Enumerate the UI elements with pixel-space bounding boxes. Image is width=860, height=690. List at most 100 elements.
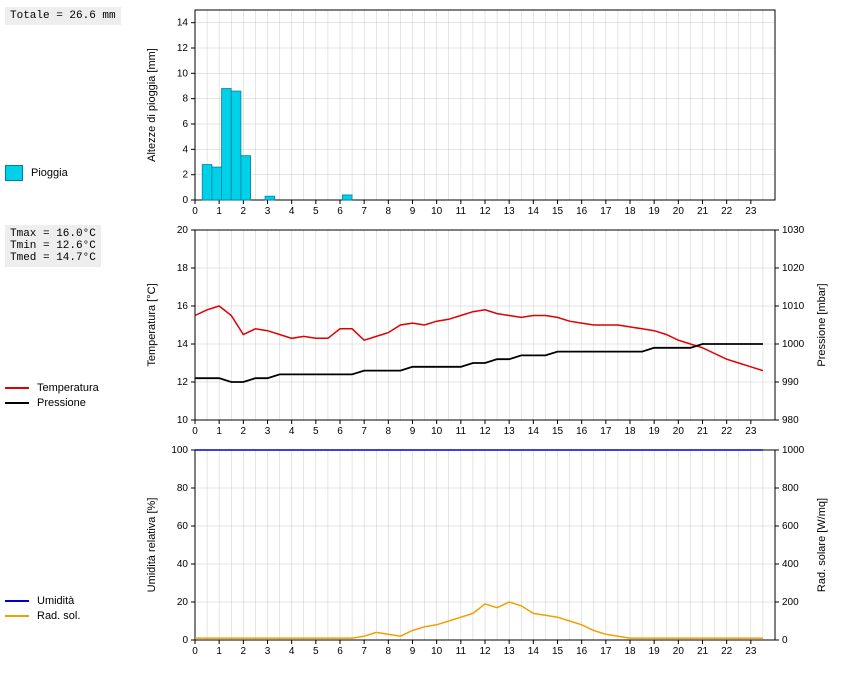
svg-text:12: 12 bbox=[177, 43, 189, 54]
svg-text:2: 2 bbox=[241, 646, 247, 657]
svg-text:6: 6 bbox=[337, 206, 343, 217]
svg-text:16: 16 bbox=[177, 301, 189, 312]
svg-text:3: 3 bbox=[265, 426, 271, 437]
svg-text:15: 15 bbox=[552, 206, 564, 217]
svg-text:1020: 1020 bbox=[782, 263, 805, 274]
svg-text:1: 1 bbox=[216, 206, 222, 217]
svg-text:4: 4 bbox=[182, 144, 188, 155]
humid-panel: Umidità Rad. sol. 0204060801000123456789… bbox=[5, 445, 860, 660]
svg-text:18: 18 bbox=[624, 426, 636, 437]
legend-umidita: Umidità bbox=[5, 595, 140, 607]
svg-text:0: 0 bbox=[182, 195, 188, 206]
rad-line-swatch bbox=[5, 615, 29, 617]
temp-stats: Tmax = 16.0°C Tmin = 12.6°C Tmed = 14.7°… bbox=[5, 225, 101, 267]
humid-legend: Umidità Rad. sol. bbox=[5, 445, 140, 625]
svg-text:7: 7 bbox=[361, 646, 367, 657]
svg-text:6: 6 bbox=[337, 426, 343, 437]
temp-line-swatch bbox=[5, 387, 29, 389]
svg-text:23: 23 bbox=[745, 426, 757, 437]
svg-text:3: 3 bbox=[265, 206, 271, 217]
rain-chart: 0246810121401234567891011121314151617181… bbox=[140, 5, 780, 220]
temp-label: Temperatura bbox=[37, 382, 99, 394]
svg-text:10: 10 bbox=[177, 415, 189, 426]
svg-text:0: 0 bbox=[192, 206, 198, 217]
svg-text:8: 8 bbox=[386, 426, 392, 437]
svg-text:60: 60 bbox=[177, 521, 189, 532]
svg-text:1000: 1000 bbox=[782, 445, 805, 456]
svg-text:980: 980 bbox=[782, 415, 799, 426]
svg-text:13: 13 bbox=[504, 206, 516, 217]
svg-text:80: 80 bbox=[177, 483, 189, 494]
svg-text:22: 22 bbox=[721, 206, 733, 217]
temp-legend: Tmax = 16.0°C Tmin = 12.6°C Tmed = 14.7°… bbox=[5, 225, 140, 412]
legend-pioggia: Pioggia bbox=[5, 165, 140, 181]
svg-text:Rad. solare [W/mq]: Rad. solare [W/mq] bbox=[816, 498, 828, 592]
svg-text:8: 8 bbox=[386, 206, 392, 217]
humid-chart: 0204060801000123456789101112131415161718… bbox=[140, 445, 860, 660]
svg-text:20: 20 bbox=[673, 426, 685, 437]
svg-text:11: 11 bbox=[456, 206, 467, 217]
svg-text:19: 19 bbox=[649, 206, 661, 217]
svg-text:Umidità relativa [%]: Umidità relativa [%] bbox=[146, 498, 158, 593]
svg-text:1: 1 bbox=[216, 426, 222, 437]
svg-text:6: 6 bbox=[182, 119, 188, 130]
svg-text:20: 20 bbox=[673, 646, 685, 657]
svg-text:5: 5 bbox=[313, 206, 319, 217]
rad-label: Rad. sol. bbox=[37, 610, 80, 622]
humid-line-swatch bbox=[5, 600, 29, 602]
press-line-swatch bbox=[5, 402, 29, 404]
svg-text:14: 14 bbox=[528, 646, 540, 657]
svg-text:12: 12 bbox=[479, 646, 491, 657]
svg-text:Temperatura [°C]: Temperatura [°C] bbox=[146, 283, 158, 366]
svg-text:7: 7 bbox=[361, 206, 367, 217]
svg-text:16: 16 bbox=[576, 646, 588, 657]
svg-text:22: 22 bbox=[721, 426, 733, 437]
svg-text:16: 16 bbox=[576, 206, 588, 217]
svg-text:2: 2 bbox=[241, 206, 247, 217]
svg-text:13: 13 bbox=[504, 426, 516, 437]
svg-text:10: 10 bbox=[431, 646, 443, 657]
temp-panel: Tmax = 16.0°C Tmin = 12.6°C Tmed = 14.7°… bbox=[5, 225, 860, 440]
svg-text:21: 21 bbox=[697, 206, 709, 217]
svg-text:16: 16 bbox=[576, 426, 588, 437]
pioggia-swatch bbox=[5, 165, 23, 181]
svg-text:21: 21 bbox=[697, 646, 709, 657]
svg-text:13: 13 bbox=[504, 646, 516, 657]
rain-panel: Totale = 26.6 mm Pioggia 024681012140123… bbox=[5, 5, 860, 220]
svg-text:14: 14 bbox=[528, 206, 540, 217]
svg-text:4: 4 bbox=[289, 426, 295, 437]
svg-text:12: 12 bbox=[177, 377, 189, 388]
svg-text:9: 9 bbox=[410, 426, 416, 437]
svg-text:21: 21 bbox=[697, 426, 709, 437]
svg-text:20: 20 bbox=[177, 597, 189, 608]
svg-text:20: 20 bbox=[673, 206, 685, 217]
svg-text:6: 6 bbox=[337, 646, 343, 657]
svg-text:2: 2 bbox=[182, 170, 188, 181]
svg-text:11: 11 bbox=[456, 646, 467, 657]
svg-text:8: 8 bbox=[182, 94, 188, 105]
temp-chart: 1012141618200123456789101112131415161718… bbox=[140, 225, 860, 440]
svg-text:990: 990 bbox=[782, 377, 799, 388]
svg-text:10: 10 bbox=[431, 426, 443, 437]
svg-text:15: 15 bbox=[552, 426, 564, 437]
svg-text:17: 17 bbox=[600, 426, 612, 437]
rain-total: Totale = 26.6 mm bbox=[5, 7, 121, 25]
svg-text:3: 3 bbox=[265, 646, 271, 657]
svg-text:Pressione [mbar]: Pressione [mbar] bbox=[816, 283, 828, 366]
humid-label: Umidità bbox=[37, 595, 74, 607]
svg-text:2: 2 bbox=[241, 426, 247, 437]
svg-text:0: 0 bbox=[192, 646, 198, 657]
svg-text:0: 0 bbox=[192, 426, 198, 437]
svg-text:17: 17 bbox=[600, 206, 612, 217]
svg-text:400: 400 bbox=[782, 559, 799, 570]
svg-text:4: 4 bbox=[289, 646, 295, 657]
pioggia-label: Pioggia bbox=[31, 167, 68, 179]
svg-text:100: 100 bbox=[171, 445, 188, 456]
svg-text:20: 20 bbox=[177, 225, 189, 236]
svg-text:15: 15 bbox=[552, 646, 564, 657]
svg-text:10: 10 bbox=[431, 206, 443, 217]
svg-text:8: 8 bbox=[386, 646, 392, 657]
svg-text:18: 18 bbox=[177, 263, 189, 274]
svg-text:4: 4 bbox=[289, 206, 295, 217]
svg-text:0: 0 bbox=[182, 635, 188, 646]
